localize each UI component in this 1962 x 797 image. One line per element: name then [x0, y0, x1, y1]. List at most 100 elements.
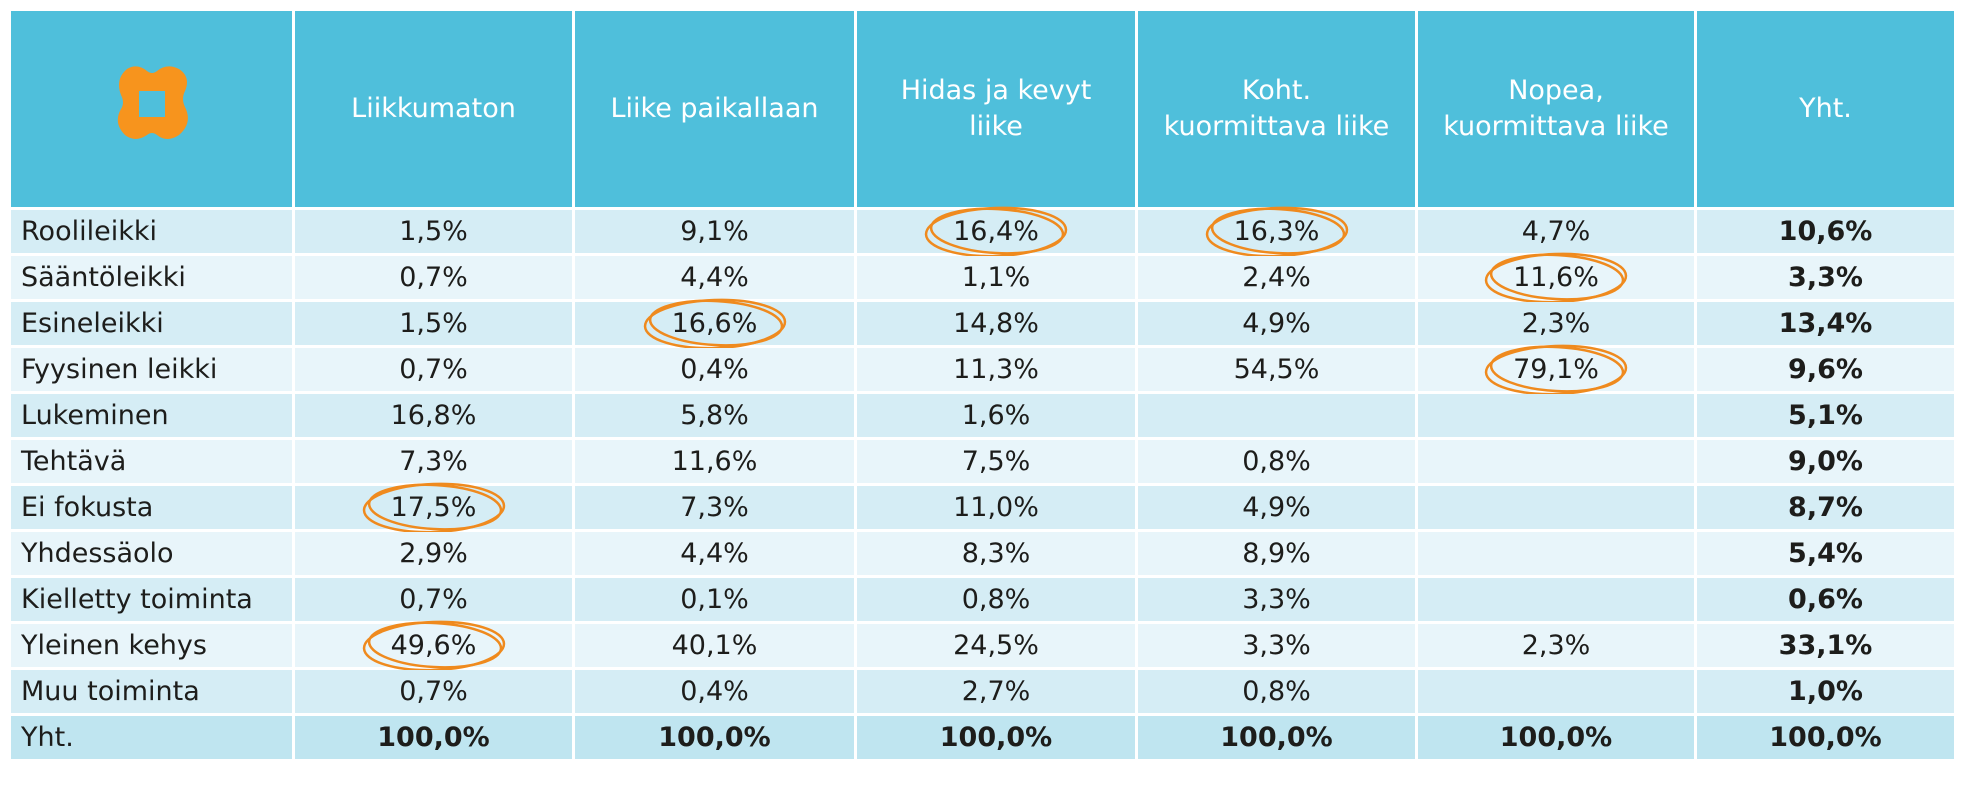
cell-text: Lukeminen	[21, 400, 169, 431]
cell: 100,0%	[1135, 713, 1418, 762]
row-label: Yht.	[8, 713, 295, 762]
cell-text: 8,7%	[1788, 492, 1863, 523]
cell-text: 4,9%	[1242, 308, 1311, 339]
cell-text: 7,3%	[399, 446, 468, 477]
table-row: Lukeminen 16,8% 5,8% 1,6% 5,1%	[8, 391, 1957, 440]
cell-text: 33,1%	[1778, 630, 1873, 661]
logo	[117, 66, 188, 139]
cell-text: 2,4%	[1242, 262, 1311, 293]
cell-text: 100,0%	[1220, 722, 1333, 753]
cell: 10,6%	[1694, 207, 1957, 256]
table-row: Roolileikki 1,5% 9,1% 16,4% 16,3% 4,7% 10,6%	[8, 206, 1957, 257]
cell-text: 0,8%	[1242, 446, 1311, 477]
row-label: Kielletty toiminta	[8, 575, 295, 624]
cell-text: 1,0%	[1788, 676, 1863, 707]
cell-text: 3,3%	[1242, 630, 1311, 661]
cell-text: 1,1%	[961, 262, 1031, 293]
cell-text: 24,5%	[953, 630, 1039, 661]
cell: 3,3%	[1694, 253, 1957, 302]
cell	[1415, 437, 1697, 486]
cell: 16,3%	[1135, 206, 1418, 257]
cell-text: 2,7%	[961, 676, 1031, 707]
cell: 2,3%	[1415, 621, 1697, 670]
cell-text: 9,6%	[1788, 354, 1863, 385]
cell: 7,5%	[854, 437, 1138, 486]
cell: 1,1%	[854, 253, 1138, 302]
cell: 5,8%	[572, 391, 857, 440]
column-header: Yht.	[1694, 8, 1957, 210]
cell: 3,3%	[1135, 621, 1418, 670]
row-label: Ei fokusta	[8, 483, 295, 532]
cell-text: Sääntöleikki	[21, 262, 186, 293]
cell: 0,8%	[1135, 667, 1418, 716]
table: Liikkumaton Liike paikallaan Hidas ja kevy…	[8, 8, 1957, 762]
table-row: Tehtävä 7,3% 11,6% 7,5% 0,8% 9,0%	[8, 437, 1957, 486]
cell: 9,6%	[1694, 345, 1957, 394]
cell-text: 100,0%	[1499, 722, 1613, 753]
table-row: Esineleikki 1,5% 16,6% 14,8% 4,9% 2,3% 13,4%	[8, 298, 1957, 349]
cell: 16,8%	[292, 391, 575, 440]
cell-text: 8,9%	[1242, 538, 1311, 569]
cell-text: 3,3%	[1242, 584, 1311, 615]
row-label: Roolileikki	[8, 207, 295, 256]
cell: 24,5%	[854, 621, 1138, 670]
header-line: kuormittava liike	[1163, 111, 1390, 142]
cell: 4,7%	[1415, 207, 1697, 256]
cell-text: 7,3%	[680, 492, 749, 523]
cell-text: 11,6%	[1513, 262, 1599, 293]
table-wrap: Liikkumaton Liike paikallaan Hidas ja kevy…	[8, 8, 1957, 797]
logo-cell	[8, 8, 295, 210]
header-line: Liikkumaton	[351, 93, 516, 124]
cell: 1,0%	[1694, 667, 1957, 716]
cell-text: 5,8%	[680, 400, 749, 431]
cell: 100,0%	[292, 713, 575, 762]
cell-text: 4,7%	[1521, 216, 1591, 247]
cell-text: Muu toiminta	[21, 676, 200, 707]
row-label: Esineleikki	[8, 299, 295, 348]
header-line: Hidas ja kevyt	[900, 75, 1092, 106]
cell-text: 9,0%	[1788, 446, 1863, 477]
header-row: Liikkumaton Liike paikallaan Hidas ja kevy…	[8, 8, 1957, 210]
cell-text: 4,9%	[1242, 492, 1311, 523]
cell-text: Yhdessäolo	[21, 538, 174, 569]
table-row: Yht. 100,0% 100,0% 100,0% 100,0% 100,0% 100,0%	[8, 713, 1957, 762]
table-row: Yleinen kehys 49,6% 40,1% 24,5% 3,3% 2,3% 33,1…	[8, 620, 1957, 671]
cell-text: 0,7%	[399, 354, 468, 385]
cell-text: Yleinen kehys	[21, 630, 207, 661]
cell-text: 100,0%	[1769, 722, 1882, 753]
cell: 4,4%	[572, 529, 857, 578]
cell-text: 5,4%	[1788, 538, 1863, 569]
cell: 11,3%	[854, 345, 1138, 394]
cell-text: 0,4%	[680, 676, 749, 707]
cell-text: 0,7%	[399, 262, 468, 293]
column-header: Koht. kuormittava liike	[1135, 8, 1418, 210]
cell: 4,4%	[572, 253, 857, 302]
cell-text: 16,6%	[671, 308, 758, 339]
cell: 1,5%	[292, 299, 575, 348]
cell: 100,0%	[1415, 713, 1697, 762]
cell: 8,7%	[1694, 483, 1957, 532]
cell-text: 13,4%	[1778, 308, 1873, 339]
cell-text: 0,6%	[1788, 584, 1863, 615]
cell-text: 11,6%	[671, 446, 758, 477]
cell-text: 8,3%	[961, 538, 1031, 569]
cell: 0,8%	[854, 575, 1138, 624]
cell-text: Yht.	[21, 722, 74, 753]
cell-text: 3,3%	[1788, 262, 1863, 293]
cell: 3,3%	[1135, 575, 1418, 624]
cell: 54,5%	[1135, 345, 1418, 394]
cell-text: 100,0%	[377, 722, 490, 753]
row-label: Sääntöleikki	[8, 253, 295, 302]
cell: 2,9%	[292, 529, 575, 578]
cell-text: 14,8%	[953, 308, 1039, 339]
cell: 4,9%	[1135, 483, 1418, 532]
cell: 7,3%	[292, 437, 575, 486]
cell: 8,3%	[854, 529, 1138, 578]
header-line: Nopea,	[1508, 75, 1604, 106]
cell-text: 1,5%	[399, 308, 468, 339]
header-line: Koht.	[1241, 75, 1312, 106]
cell: 1,6%	[854, 391, 1138, 440]
cell: 100,0%	[1694, 713, 1957, 762]
cell: 0,7%	[292, 667, 575, 716]
